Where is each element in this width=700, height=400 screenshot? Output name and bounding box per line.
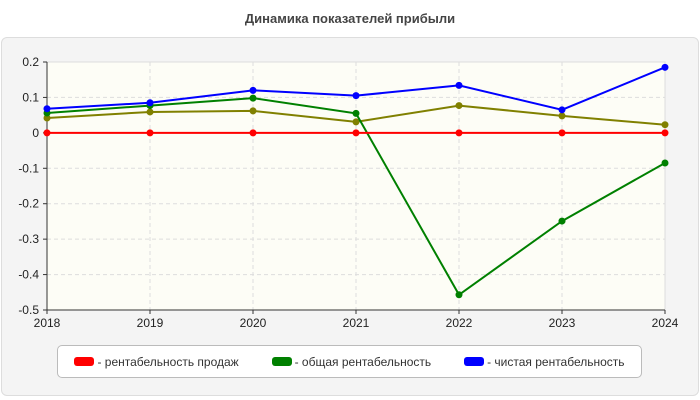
y-tick-label: -0.3 xyxy=(18,232,39,246)
legend-label: - общая рентабельность xyxy=(294,354,432,369)
data-point xyxy=(455,81,463,89)
data-point xyxy=(455,102,463,110)
data-point xyxy=(43,105,51,113)
y-tick-label: -0.1 xyxy=(18,161,39,175)
data-point xyxy=(146,108,154,116)
data-point xyxy=(146,129,154,137)
data-point xyxy=(661,121,669,129)
x-tick-label: 2018 xyxy=(34,316,61,330)
x-tick-label: 2020 xyxy=(240,316,267,330)
data-point xyxy=(661,159,669,167)
x-tick-label: 2024 xyxy=(652,316,679,330)
data-point xyxy=(249,107,257,115)
data-point xyxy=(661,129,669,137)
legend-label: - чистая рентабельность xyxy=(487,354,625,369)
legend-swatch xyxy=(464,357,485,366)
data-point xyxy=(352,118,360,126)
data-point xyxy=(146,99,154,107)
data-point xyxy=(455,291,463,299)
y-tick-label: 0 xyxy=(32,126,39,140)
y-tick-label: -0.5 xyxy=(18,303,39,317)
data-point xyxy=(352,109,360,117)
data-point xyxy=(352,129,360,137)
x-tick-label: 2023 xyxy=(549,316,576,330)
x-tick-label: 2021 xyxy=(343,316,370,330)
data-point xyxy=(43,129,51,137)
x-tick-label: 2022 xyxy=(446,316,473,330)
data-point xyxy=(249,94,257,102)
data-point xyxy=(558,217,566,225)
data-point xyxy=(558,112,566,120)
data-point xyxy=(352,92,360,100)
y-tick-label: -0.4 xyxy=(18,268,39,282)
data-point xyxy=(558,106,566,114)
data-point xyxy=(249,86,257,94)
x-tick-label: 2019 xyxy=(137,316,164,330)
legend-item-net[interactable]: - чистая рентабельность xyxy=(464,354,625,369)
y-tick-label: 0.2 xyxy=(22,55,39,69)
legend-item-sales[interactable]: - рентабельность продаж xyxy=(74,354,239,369)
data-point xyxy=(455,129,463,137)
legend: - рентабельность продаж - общая рентабел… xyxy=(57,345,642,378)
data-point xyxy=(43,114,51,122)
data-point xyxy=(249,129,257,137)
chart-title: Динамика показателей прибыли xyxy=(244,11,456,26)
data-point xyxy=(558,129,566,137)
data-point xyxy=(661,63,669,71)
y-tick-label: -0.2 xyxy=(18,197,39,211)
legend-item-total[interactable]: - общая рентабельность xyxy=(271,354,432,369)
legend-label: - рентабельность продаж xyxy=(97,354,239,369)
legend-swatch xyxy=(74,357,95,366)
y-tick-label: 0.1 xyxy=(22,90,39,104)
legend-swatch xyxy=(271,357,292,366)
